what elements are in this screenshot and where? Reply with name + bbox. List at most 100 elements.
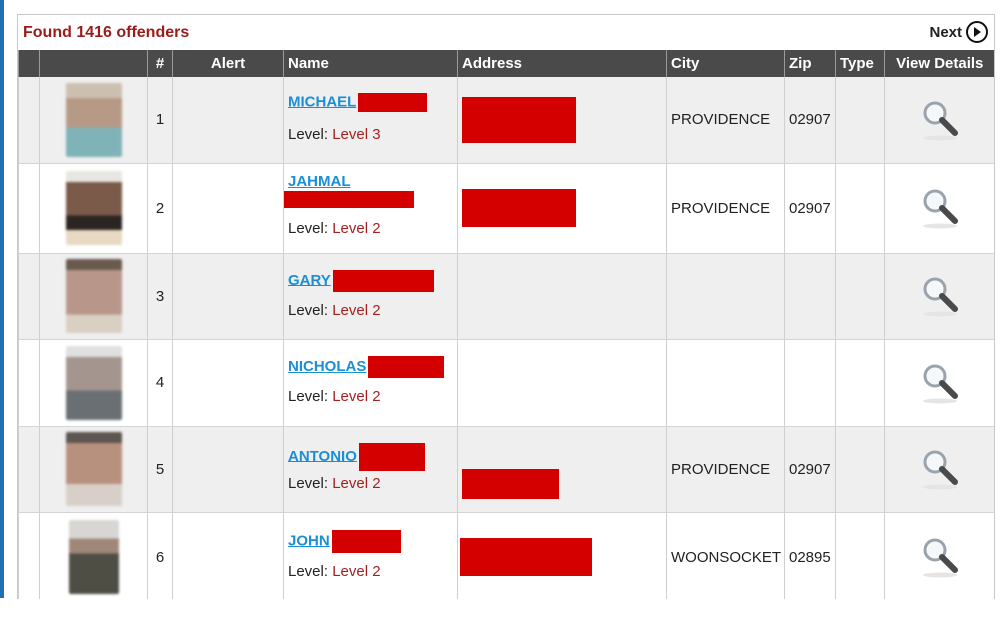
row-blank-cell	[18, 77, 40, 164]
col-header-number: #	[147, 50, 173, 77]
offender-photo[interactable]	[65, 432, 122, 506]
magnifier-icon[interactable]	[919, 535, 961, 579]
offender-name-link[interactable]: JAHMAL	[288, 173, 351, 191]
view-details-cell	[884, 426, 994, 513]
view-details-cell	[884, 253, 994, 340]
row-number: 3	[147, 253, 173, 340]
offender-name-link[interactable]: JOHN	[288, 532, 330, 550]
address-cell	[457, 339, 667, 427]
alert-cell	[172, 512, 284, 599]
type-cell	[835, 426, 885, 513]
photo-cell	[39, 512, 148, 599]
magnifier-icon[interactable]	[919, 98, 961, 142]
table-row: 3 GARY Level: Level 2	[18, 253, 994, 340]
redaction-bar	[284, 190, 414, 208]
next-label: Next	[929, 23, 962, 41]
type-cell	[835, 339, 885, 427]
view-details-cell	[884, 339, 994, 427]
magnifier-icon[interactable]	[919, 274, 961, 318]
offender-photo[interactable]	[65, 171, 122, 245]
offenders-table: # Alert Name Address City Zip Type View …	[18, 50, 994, 599]
level-value: Level 2	[332, 388, 381, 405]
name-cell: NICHOLAS Level: Level 2	[283, 339, 458, 427]
photo-cell	[39, 77, 148, 164]
view-details-cell	[884, 77, 994, 164]
name-cell: JOHN Level: Level 2	[283, 512, 458, 599]
redaction-bar	[358, 92, 428, 112]
type-cell	[835, 163, 885, 254]
name-cell: MICHAEL Level: Level 3	[283, 77, 458, 164]
row-number: 1	[147, 77, 173, 164]
col-header-alert: Alert	[172, 50, 284, 77]
zip-cell: 02907	[784, 426, 836, 513]
name-cell: GARY Level: Level 2	[283, 253, 458, 340]
level-label: Level:	[288, 474, 329, 492]
table-row: 4 NICHOLAS Level: Level 2	[18, 339, 994, 427]
col-header-name: Name	[283, 50, 458, 77]
type-cell	[835, 77, 885, 164]
col-header-blank-1	[18, 50, 40, 77]
alert-cell	[172, 77, 284, 164]
level-value: Level 3	[332, 125, 381, 143]
row-blank-cell	[18, 339, 40, 427]
name-cell: ANTONIO Level: Level 2	[283, 426, 458, 513]
city-cell: PROVIDENCE	[666, 426, 785, 513]
zip-cell: 02907	[784, 163, 836, 254]
col-header-photo	[39, 50, 148, 77]
level-label: Level:	[288, 388, 329, 405]
magnifier-icon[interactable]	[919, 361, 961, 405]
type-cell	[835, 512, 885, 599]
row-blank-cell	[18, 253, 40, 340]
zip-cell: 02907	[784, 77, 836, 164]
address-cell	[457, 253, 667, 340]
level-value: Level 2	[332, 474, 381, 492]
table-row: 2 JAHMAL Level: Level 2 PROVIDENCE 02907	[18, 163, 994, 254]
col-header-address: Address	[457, 50, 667, 77]
level-label: Level:	[288, 219, 329, 237]
magnifier-icon[interactable]	[919, 447, 961, 491]
row-number: 6	[147, 512, 173, 599]
redaction-bar	[462, 189, 576, 227]
city-cell: PROVIDENCE	[666, 77, 785, 164]
col-header-zip: Zip	[784, 50, 836, 77]
results-count: Found 1416 offenders	[23, 24, 190, 41]
col-header-type: Type	[835, 50, 885, 77]
row-number: 5	[147, 426, 173, 513]
results-panel: Found 1416 offenders Next # Alert Name A…	[17, 14, 995, 599]
row-number: 2	[147, 163, 173, 254]
table-header-row: # Alert Name Address City Zip Type View …	[18, 50, 994, 77]
redaction-bar	[460, 538, 592, 576]
address-cell	[457, 512, 667, 599]
table-row: 5 ANTONIO Level: Level 2 PROVIDENCE 0290…	[18, 426, 994, 513]
photo-cell	[39, 253, 148, 340]
alert-cell	[172, 253, 284, 340]
view-details-cell	[884, 512, 994, 599]
level-value: Level 2	[332, 219, 381, 237]
offender-name-link[interactable]: MICHAEL	[288, 93, 357, 111]
redaction-bar	[358, 442, 425, 471]
name-cell: JAHMAL Level: Level 2	[283, 163, 458, 254]
table-row: 1 MICHAEL Level: Level 3 PROVIDENCE 0290…	[18, 77, 994, 164]
offender-name-link[interactable]: GARY	[288, 271, 331, 289]
address-cell	[457, 77, 667, 164]
offender-name-link[interactable]: NICHOLAS	[288, 357, 367, 375]
redaction-bar	[331, 530, 401, 553]
alert-cell	[172, 339, 284, 427]
offender-photo[interactable]	[65, 345, 122, 420]
offender-photo[interactable]	[65, 259, 122, 333]
magnifier-icon[interactable]	[919, 186, 961, 230]
row-blank-cell	[18, 163, 40, 254]
col-header-city: City	[666, 50, 785, 77]
redaction-bar	[462, 96, 576, 143]
photo-cell	[39, 163, 148, 254]
offender-photo[interactable]	[68, 520, 119, 594]
level-label: Level:	[288, 563, 329, 580]
level-value: Level 2	[332, 301, 381, 319]
offender-photo[interactable]	[65, 82, 122, 157]
row-blank-cell	[18, 512, 40, 599]
offender-name-link[interactable]: ANTONIO	[288, 447, 357, 465]
next-page-button[interactable]: Next	[929, 21, 988, 43]
city-cell	[666, 339, 785, 427]
type-cell	[835, 253, 885, 340]
col-header-view-details: View Details	[884, 50, 994, 77]
